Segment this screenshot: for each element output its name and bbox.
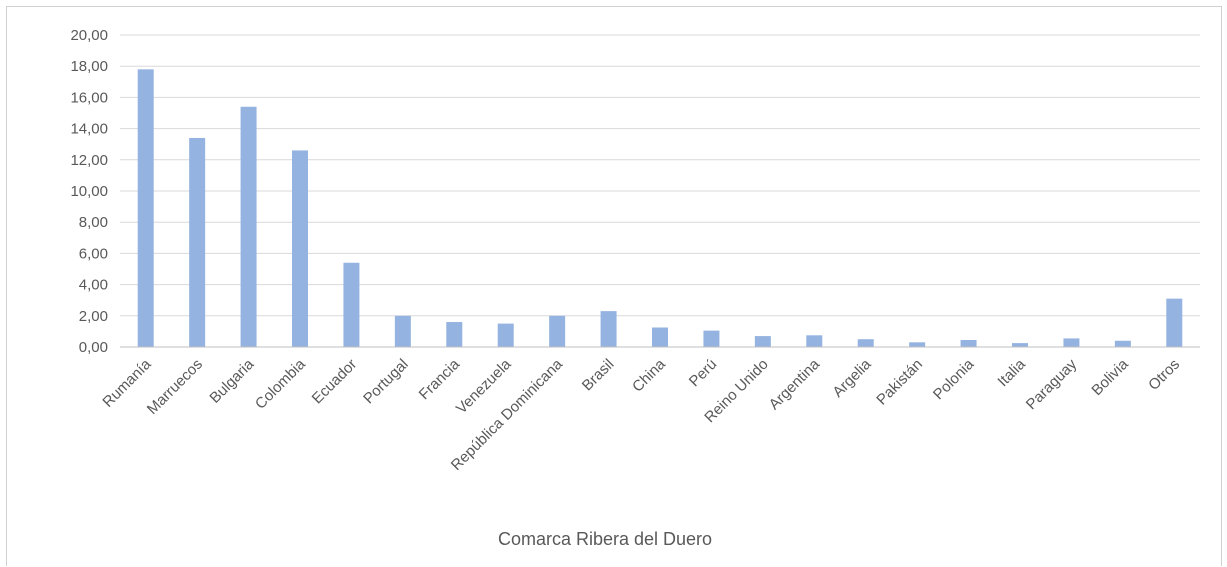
bar: [394, 315, 411, 347]
x-category-label: Francia: [416, 355, 464, 403]
gridlines: [120, 34, 1200, 317]
bars: [137, 69, 1183, 347]
bar: [189, 137, 206, 347]
y-tick-label: 6,00: [79, 245, 108, 262]
x-category-label: Bulgaria: [206, 355, 257, 406]
y-tick-label: 20,00: [70, 27, 108, 44]
y-axis-tick-labels: 0,00 2,00 4,00 6,00 8,00 10,00 12,00 14,00 16,00…: [70, 27, 108, 356]
bar: [1012, 343, 1028, 347]
chart-frame: 0,00 2,00 4,00 6,00 8,00 10,00 12,00 14,00 16,00…: [6, 6, 1222, 566]
bar: [600, 311, 617, 347]
bar: [1114, 340, 1131, 347]
bar: [857, 339, 874, 347]
bar: [909, 342, 926, 347]
y-tick-label: 12,00: [70, 152, 108, 169]
y-tick-label: 18,00: [70, 58, 108, 75]
x-axis-title: Comarca Ribera del Duero: [498, 529, 712, 549]
bar: [240, 106, 257, 347]
y-tick-label: 8,00: [79, 214, 108, 231]
bar: [1063, 338, 1080, 347]
bar: [343, 262, 360, 347]
bar: [703, 330, 720, 347]
bar: [549, 315, 566, 347]
y-tick-label: 16,00: [70, 89, 108, 106]
x-category-label: Polonia: [930, 355, 978, 403]
bar: [137, 69, 154, 347]
x-category-label: Portugal: [360, 356, 412, 408]
x-category-label: Brasil: [579, 356, 618, 395]
bar: [754, 336, 771, 347]
x-category-label: Italia: [994, 355, 1029, 390]
bar: [446, 322, 463, 347]
x-category-label: Argentina: [766, 355, 824, 413]
x-category-label: Paraguay: [1023, 355, 1081, 413]
x-category-label: Perú: [686, 356, 720, 390]
x-category-label: Pakistán: [873, 356, 926, 409]
bar: [652, 327, 668, 347]
y-tick-label: 4,00: [79, 277, 108, 294]
bar-chart: 0,00 2,00 4,00 6,00 8,00 10,00 12,00 14,00 16,00…: [70, 27, 1200, 549]
y-tick-label: 10,00: [70, 183, 108, 200]
y-tick-label: 2,00: [79, 308, 108, 325]
x-category-label: Marruecos: [144, 356, 206, 418]
bar: [292, 150, 308, 347]
bar: [806, 335, 823, 347]
bar: [497, 323, 514, 347]
x-category-label: Otros: [1145, 356, 1183, 394]
y-tick-label: 14,00: [70, 121, 108, 138]
x-category-label: Colombia: [252, 355, 309, 412]
x-category-label: China: [629, 355, 669, 395]
y-tick-label: 0,00: [79, 339, 108, 356]
x-category-label: Argelia: [829, 355, 875, 401]
bar: [960, 339, 977, 347]
x-category-label: Bolivia: [1088, 355, 1132, 399]
x-category-label: Ecuador: [309, 356, 361, 408]
bar: [1166, 298, 1183, 347]
